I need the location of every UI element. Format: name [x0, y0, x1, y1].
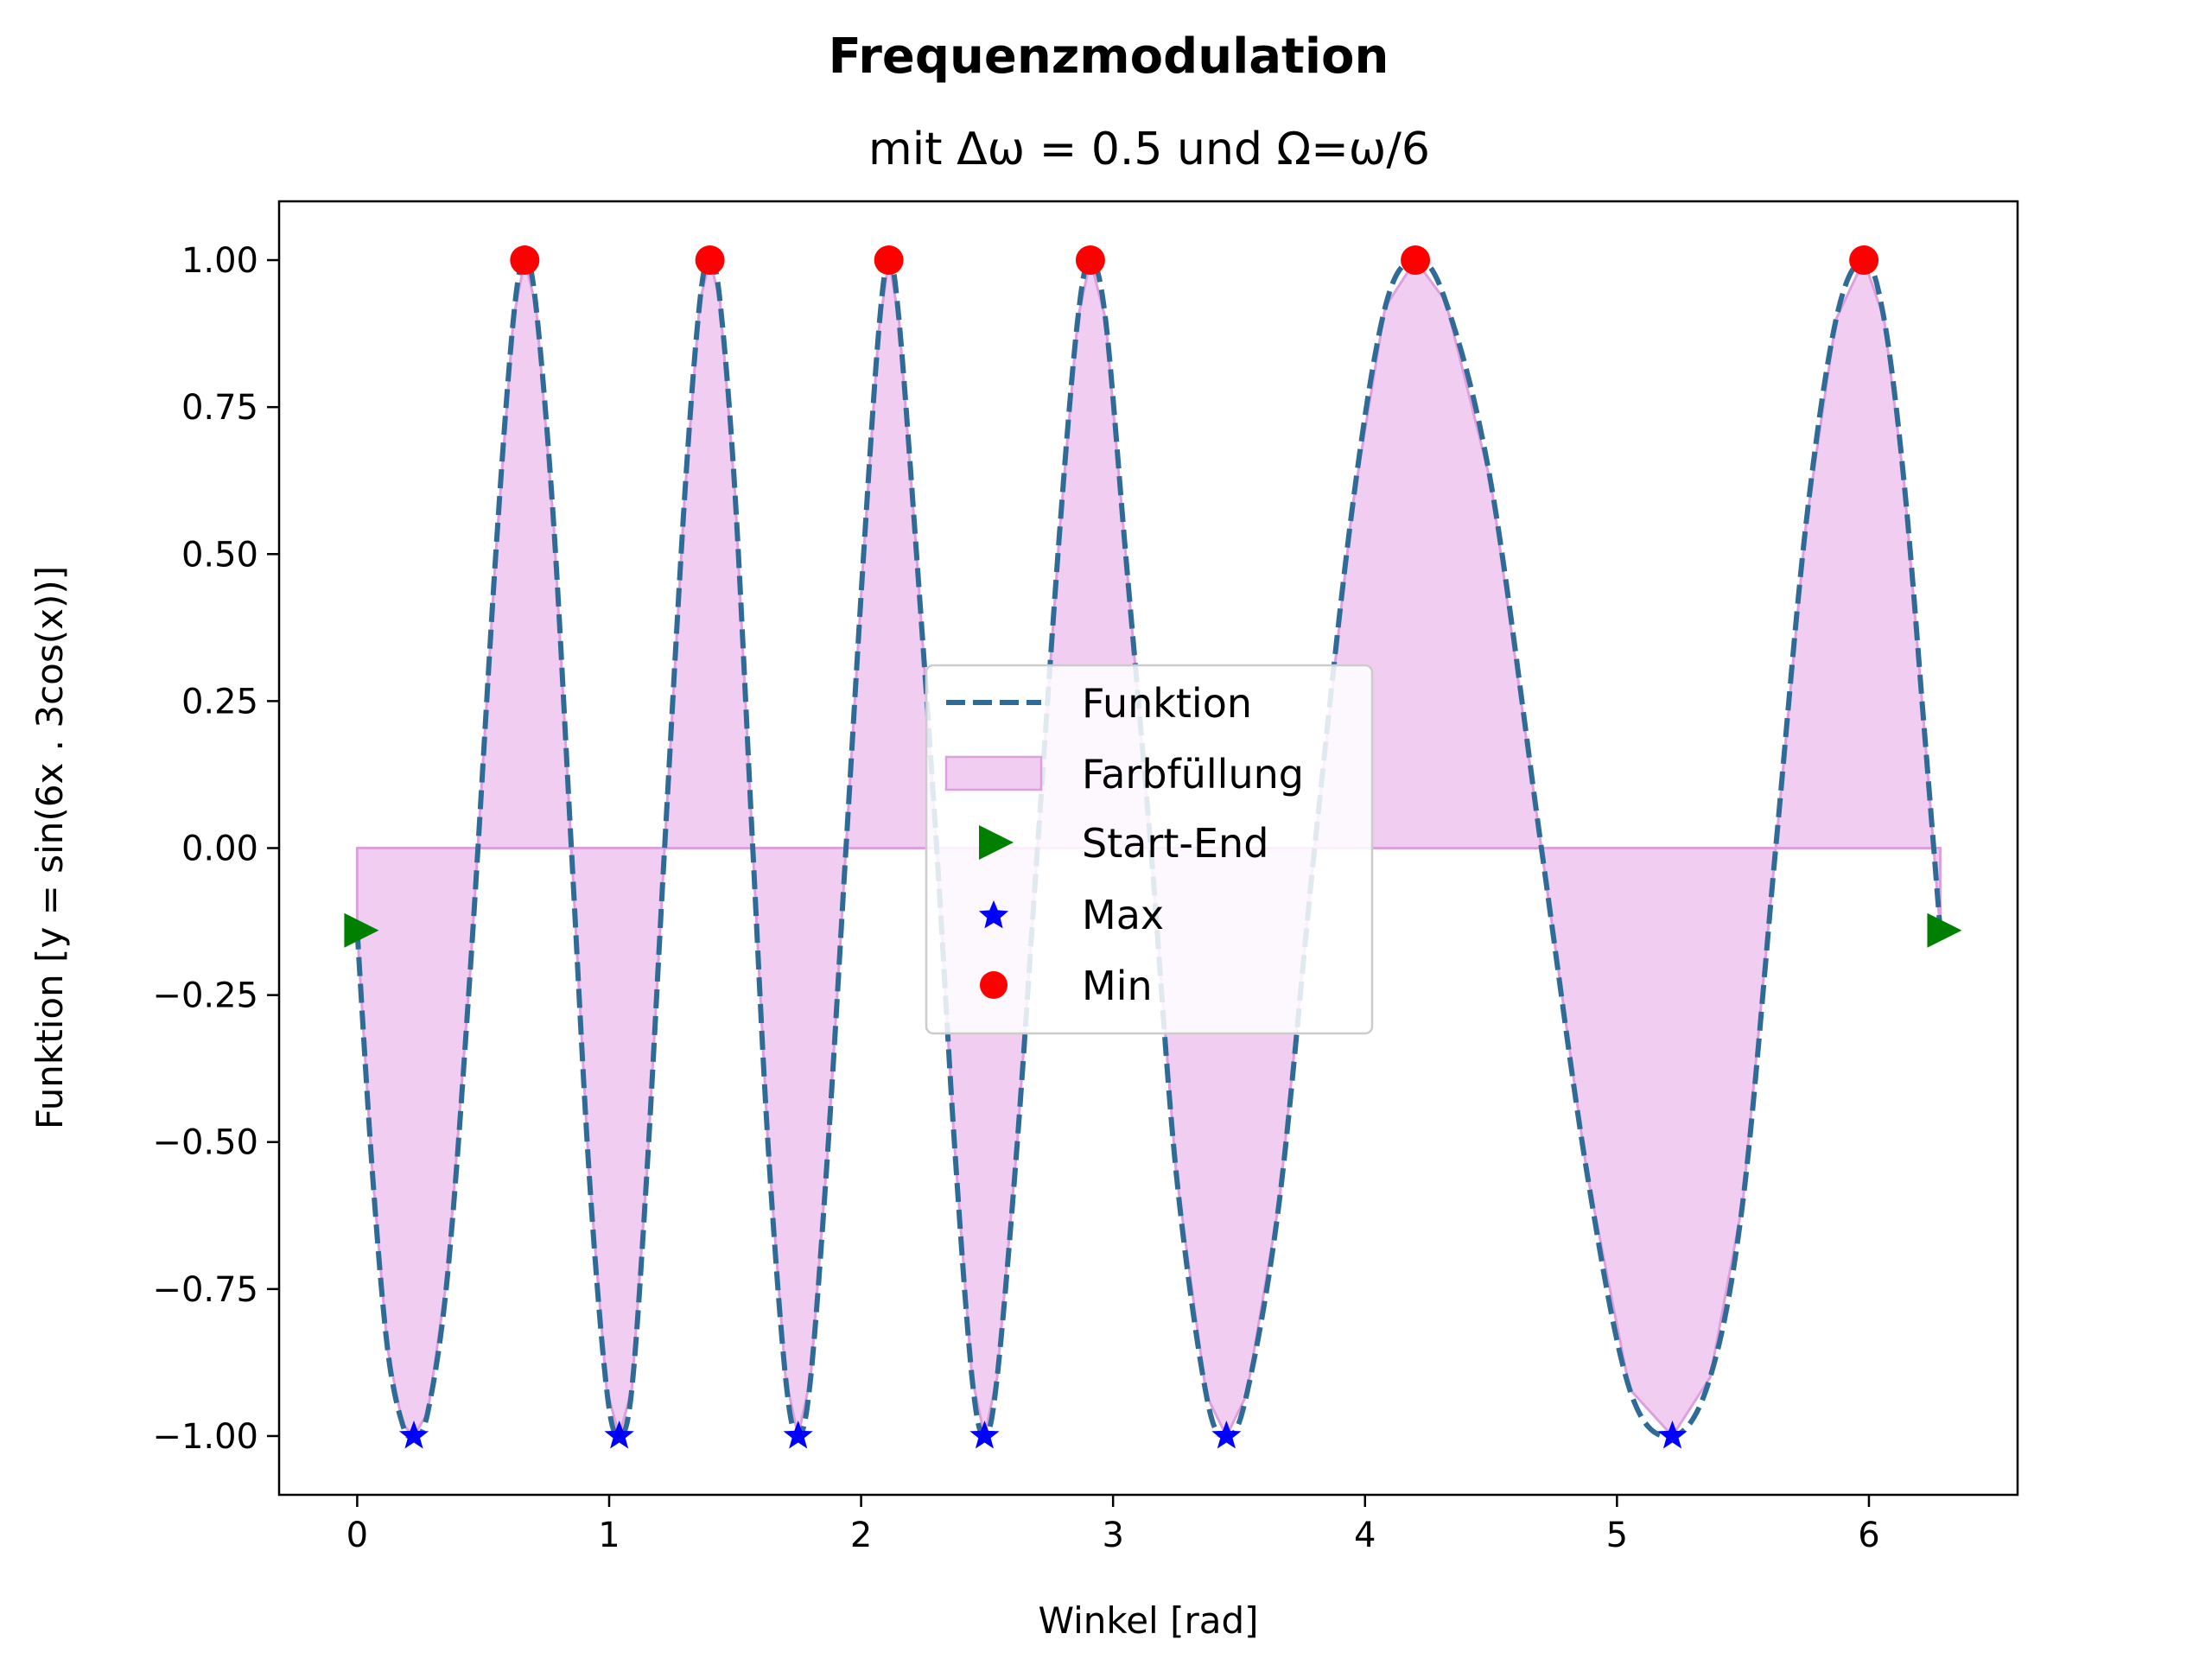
- min-marker: [874, 245, 904, 276]
- y-tick-label: 1.00: [181, 241, 258, 281]
- x-tick-label: 1: [598, 1516, 620, 1555]
- legend-label-funktion: Funktion: [1082, 680, 1252, 727]
- min-marker: [1849, 245, 1879, 276]
- min-marker: [510, 245, 540, 276]
- legend-swatch-max: [978, 900, 1009, 929]
- min-marker: [1401, 245, 1431, 276]
- y-tick-label: 0.75: [181, 388, 258, 428]
- x-tick-label: 3: [1102, 1516, 1123, 1555]
- y-tick-label: −0.75: [152, 1270, 258, 1310]
- legend-swatch-farbfuellung: [944, 755, 1043, 791]
- y-tick-label: 0.00: [181, 830, 258, 869]
- max-marker: [969, 1421, 1000, 1449]
- legend-swatch-min: [980, 971, 1007, 999]
- legend-label-min: Min: [1082, 963, 1153, 1009]
- min-marker: [1075, 245, 1105, 276]
- y-tick-label: −0.50: [152, 1123, 258, 1163]
- legend-label-start-end: Start-End: [1082, 820, 1268, 867]
- y-tick-label: 0.25: [181, 682, 258, 721]
- legend-label-max: Max: [1082, 892, 1164, 938]
- y-tick-label: 0.50: [181, 535, 258, 575]
- chart-subtitle: mit Δω = 0.5 und Ω=ω/6: [868, 124, 1430, 175]
- legend: Funktion Farbfüllung Start-End Max Min: [925, 664, 1374, 1035]
- x-tick-label: 4: [1354, 1516, 1376, 1555]
- y-axis-label: Funktion [y = sin(6x . 3cos(x))]: [29, 566, 71, 1129]
- y-tick-label: −0.25: [152, 976, 258, 1016]
- plot-frame: [277, 200, 2019, 1497]
- min-marker: [695, 245, 725, 276]
- max-marker: [1211, 1421, 1242, 1449]
- axis-ticks: 0 1 2 3 4 5 6 1.00 0.75 0.50 0.25 0.00 −0.25 −0.50 −0.…: [152, 241, 1879, 1555]
- x-tick-label: 6: [1858, 1516, 1879, 1555]
- legend-swatch-start-end: [979, 825, 1014, 860]
- max-marker: [398, 1421, 429, 1449]
- start-end-marker: [344, 912, 379, 948]
- max-marker: [783, 1421, 813, 1449]
- y-tick-label: −1.00: [152, 1417, 258, 1457]
- start-end-marker: [1927, 912, 1962, 948]
- max-marker: [1657, 1421, 1688, 1449]
- x-tick-label: 5: [1606, 1516, 1628, 1555]
- x-tick-label: 2: [850, 1516, 872, 1555]
- x-axis-label: Winkel [rad]: [1038, 1599, 1258, 1642]
- chart-title: Frequenzmodulation: [829, 29, 1389, 85]
- max-marker: [604, 1421, 634, 1449]
- x-tick-label: 0: [346, 1516, 368, 1555]
- legend-label-farbfuellung: Farbfüllung: [1082, 751, 1304, 798]
